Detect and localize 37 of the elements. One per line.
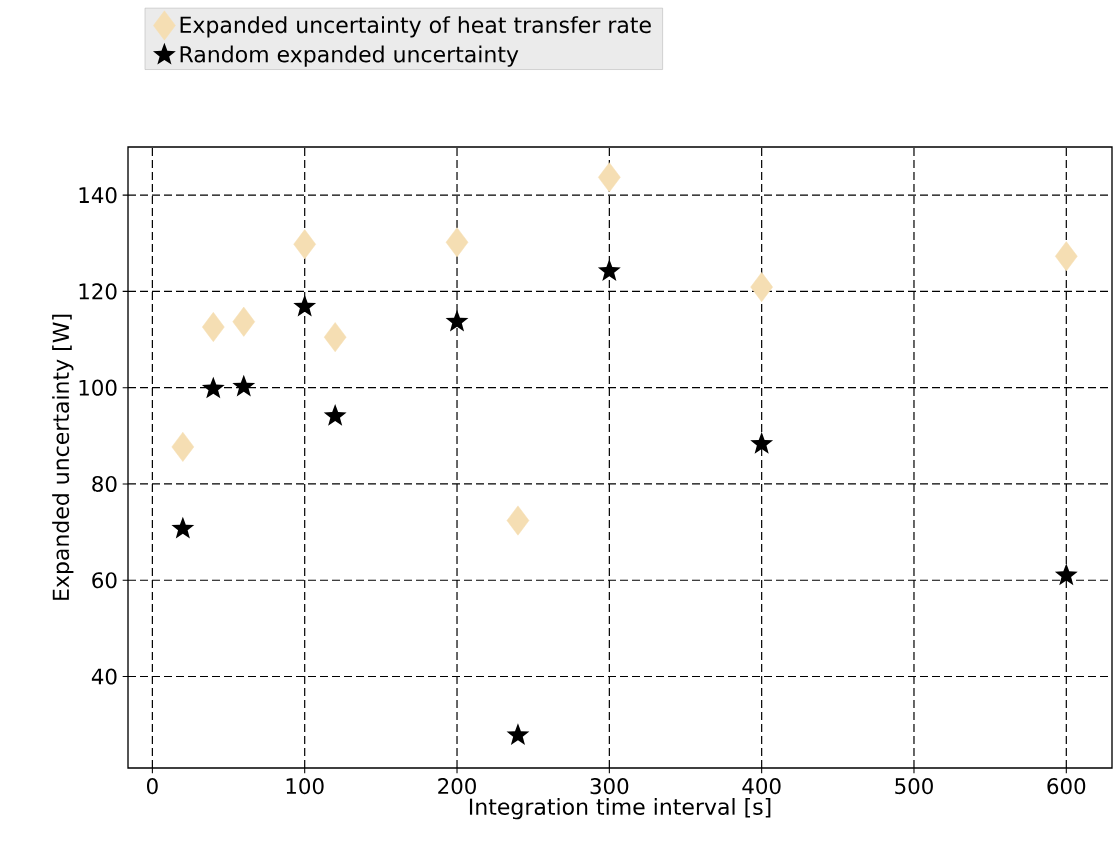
y-tick-label: 140 [79, 187, 117, 204]
point [597, 259, 621, 281]
point [323, 322, 347, 353]
x-tick-label: 400 [742, 778, 781, 795]
x-tick-label: 100 [286, 778, 324, 795]
point [171, 431, 195, 462]
point [445, 309, 469, 332]
y-tick-label: 60 [92, 572, 117, 589]
x-tick-label: 200 [438, 778, 476, 795]
x-tick-label: 300 [590, 778, 629, 795]
point [598, 162, 621, 193]
point [293, 294, 317, 317]
point [750, 432, 774, 454]
point [293, 229, 316, 260]
x-tick-label: 0 [146, 778, 158, 795]
point [171, 516, 195, 539]
x-tick-label: 500 [895, 778, 933, 795]
x-axis-title: Integration time interval [s] [469, 797, 771, 820]
point [1055, 241, 1078, 272]
point [1054, 563, 1078, 586]
point [445, 227, 469, 258]
point [201, 376, 225, 399]
point [323, 404, 347, 426]
y-tick-label: 100 [79, 379, 117, 396]
point [506, 723, 530, 745]
y-tick-label: 40 [91, 668, 117, 685]
y-tick-label: 80 [92, 475, 117, 493]
legend-label: Expanded uncertainty of heat transfer rate [180, 16, 651, 38]
point [232, 306, 256, 337]
point [202, 312, 225, 342]
y-tick-label: 120 [79, 283, 117, 300]
point [232, 374, 256, 397]
y-axis-title: Expanded uncertainty [W] [52, 314, 74, 600]
legend-label: Random expanded uncertainty [180, 45, 519, 67]
point [506, 505, 530, 536]
point [750, 272, 773, 303]
x-tick-label: 600 [1047, 778, 1086, 795]
